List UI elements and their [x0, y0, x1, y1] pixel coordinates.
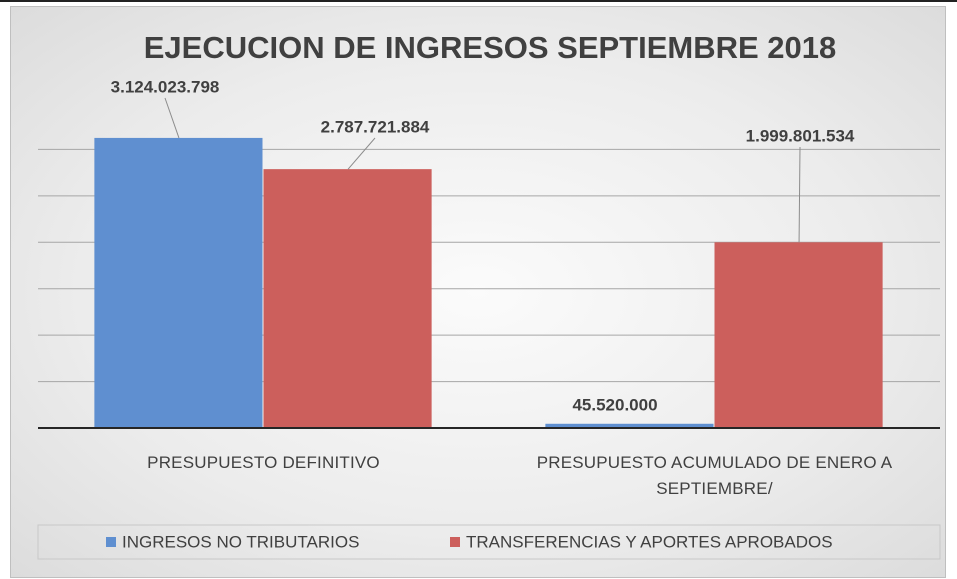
data-label: 2.787.721.884 — [321, 117, 430, 136]
bar — [714, 242, 883, 428]
data-label: 3.124.023.798 — [111, 77, 220, 96]
chart-title: EJECUCION DE INGRESOS SEPTIEMBRE 2018 — [144, 30, 837, 65]
legend-label: TRANSFERENCIAS Y APORTES APROBADOS — [466, 532, 833, 551]
leader-line — [347, 137, 376, 170]
data-label: 1.999.801.534 — [746, 126, 855, 145]
bar — [94, 137, 263, 428]
bar — [545, 423, 714, 428]
x-tick-label: PRESUPUESTO ACUMULADO DE ENERO A SEPTIEM… — [536, 453, 893, 498]
legend-label: INGRESOS NO TRIBUTARIOS — [122, 532, 359, 551]
bar — [263, 169, 432, 428]
x-tick-label: PRESUPUESTO DEFINITIVO — [147, 453, 380, 472]
leader-line — [164, 97, 180, 139]
top-border — [0, 0, 957, 2]
legend-swatch — [450, 537, 460, 547]
legend-box — [37, 524, 941, 560]
data-label: 45.520.000 — [572, 395, 657, 414]
legend-swatch — [106, 537, 116, 547]
leader-line — [798, 146, 801, 243]
